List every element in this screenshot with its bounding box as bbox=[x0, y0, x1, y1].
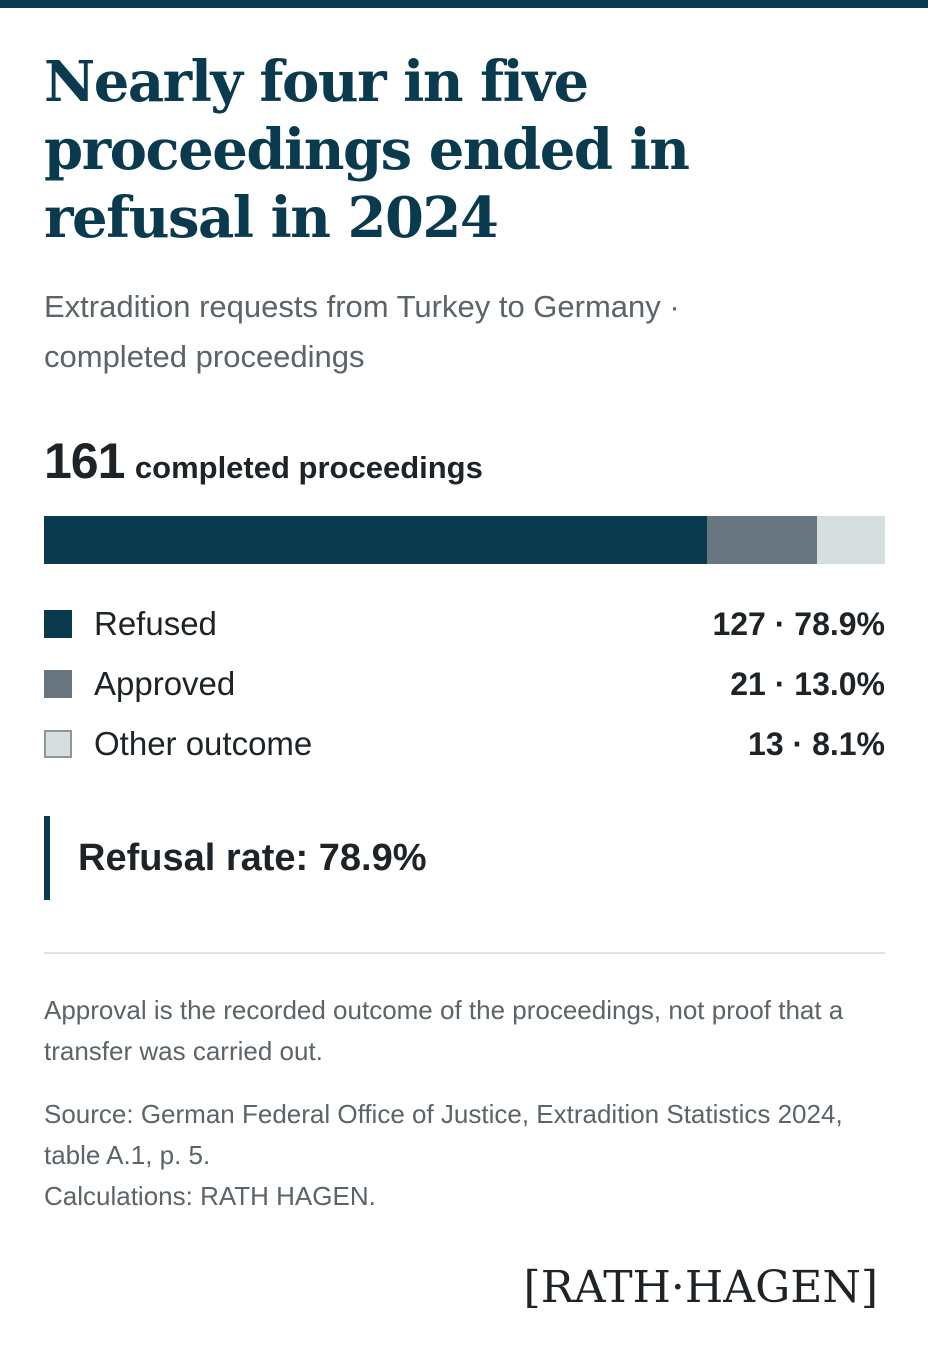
legend-value-approved: 21 · 13.0% bbox=[730, 666, 885, 702]
footnote: Approval is the recorded outcome of the … bbox=[44, 995, 844, 1066]
legend-label-other: Other outcome bbox=[94, 725, 313, 762]
top-rule bbox=[0, 0, 928, 8]
stacked-bar-svg bbox=[44, 516, 885, 564]
legend-value-other: 13 · 8.1% bbox=[748, 726, 885, 762]
legend-swatch-other bbox=[44, 730, 72, 758]
subtitle-line-2: completed proceedings bbox=[44, 339, 365, 374]
legend-swatch-refused bbox=[44, 610, 72, 638]
calculations-text: Calculations: RATH HAGEN. bbox=[44, 1181, 376, 1211]
refusal-rate-callout: Refusal rate: 78.9% bbox=[44, 816, 427, 900]
legend-label-refused: Refused bbox=[94, 605, 217, 642]
legend-row-refused: Refused 127 · 78.9% bbox=[44, 598, 885, 658]
legend-row-approved: Approved 21 · 13.0% bbox=[44, 658, 885, 718]
stacked-bar bbox=[44, 516, 885, 564]
rath-hagen-logo: [RATH·HAGEN] bbox=[523, 1262, 878, 1313]
chart-subtitle: Extradition requests from Turkey to Germ… bbox=[44, 282, 804, 382]
legend-value-refused: 127 · 78.9% bbox=[712, 606, 885, 642]
legend-row-other: Other outcome 13 · 8.1% bbox=[44, 718, 885, 778]
legend: Refused 127 · 78.9% Approved 21 · 13.0% … bbox=[44, 598, 885, 778]
divider bbox=[44, 952, 885, 954]
total-label: completed proceedings bbox=[134, 450, 483, 485]
total-proceedings: 161 completed proceedings bbox=[44, 432, 483, 490]
total-count: 161 bbox=[44, 433, 125, 489]
legend-swatch-approved bbox=[44, 670, 72, 698]
legend-label-approved: Approved bbox=[94, 665, 236, 702]
bar-segment-refused bbox=[44, 516, 707, 564]
chart-title: Nearly four in five proceedings ended in… bbox=[44, 49, 690, 251]
subtitle-line-1: Extradition requests from Turkey to Germ… bbox=[44, 289, 680, 324]
bar-segment-other bbox=[817, 516, 885, 564]
bar-segment-approved bbox=[707, 516, 817, 564]
source-block: Source: German Federal Office of Justice… bbox=[44, 1094, 894, 1217]
source-text: Source: German Federal Office of Justice… bbox=[44, 1099, 843, 1170]
